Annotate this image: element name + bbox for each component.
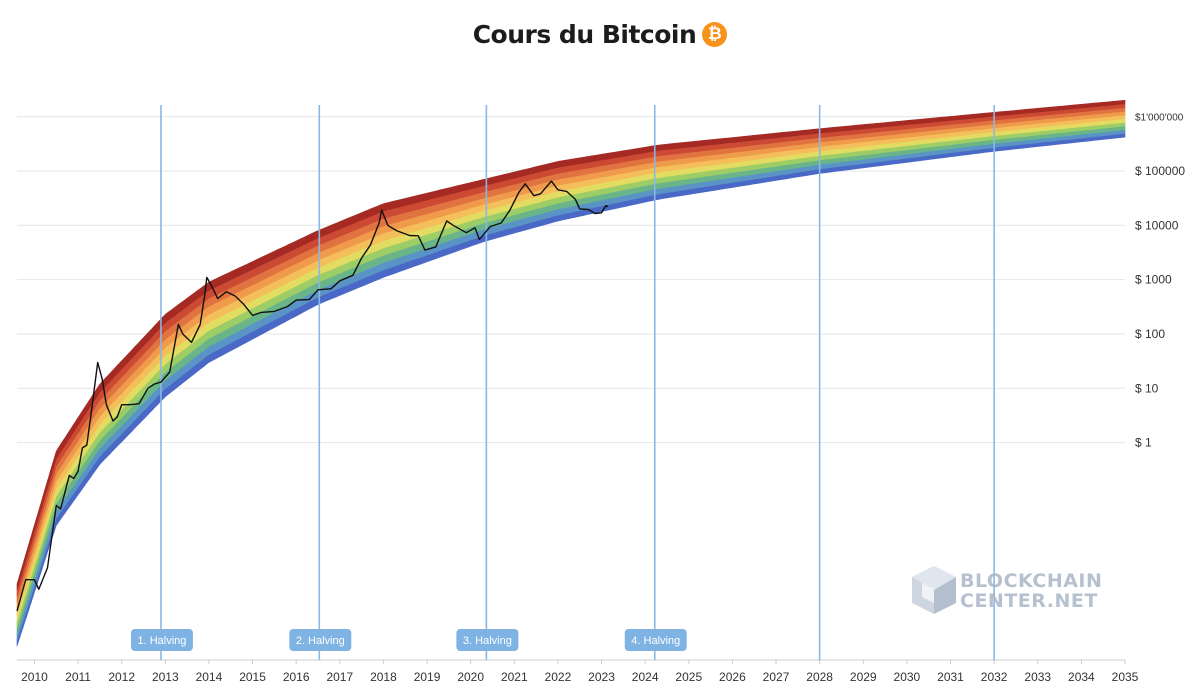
x-tick-label: 2013: [152, 670, 179, 684]
x-tick-label: 2010: [21, 670, 48, 684]
x-tick-label: 2018: [370, 670, 397, 684]
chart-title: Cours du Bitcoin: [472, 19, 697, 49]
y-tick-label: $ 100: [1135, 327, 1165, 341]
x-tick-label: 2011: [65, 670, 91, 684]
y-tick-label: $ 100000: [1135, 164, 1185, 178]
x-tick-label: 2022: [545, 670, 572, 684]
halving-badge: [456, 629, 519, 651]
chart-title-row: Cours du Bitcoin ₿: [0, 14, 1200, 54]
x-tick-label: 2031: [937, 670, 964, 684]
cube-logo-icon: [912, 566, 956, 614]
halving-label: 3. Halving: [463, 635, 512, 647]
halving-label: 1. Halving: [137, 635, 186, 647]
y-tick-label: $1'000'000: [1135, 113, 1184, 124]
x-tick-label: 2035: [1112, 670, 1139, 684]
x-tick-label: 2033: [1024, 670, 1051, 684]
grid-layer: [17, 116, 1125, 661]
y-tick-label: $ 10000: [1135, 218, 1179, 232]
watermark-line1: BLOCKCHAIN: [960, 570, 1102, 592]
rainbow-band: [16, 99, 1126, 591]
bitcoin-icon: ₿: [702, 21, 728, 47]
x-tick-label: 2015: [239, 670, 266, 684]
x-tick-label: 2014: [196, 670, 223, 684]
x-tick-label: 2019: [414, 670, 441, 684]
x-tick-label: 2028: [806, 670, 833, 684]
x-tick-label: 2026: [719, 670, 746, 684]
x-tick-label: 2030: [894, 670, 921, 684]
x-axis: 2010 2011 2012 2013 2014 2015 2016 2017 2018 2019…: [21, 660, 1139, 684]
x-tick-label: 2012: [108, 670, 135, 684]
halving-badge: [624, 629, 687, 651]
x-tick-label: 2027: [763, 670, 790, 684]
rainbow-bands: [16, 99, 1126, 647]
y-tick-label: $ 1000: [1135, 273, 1172, 287]
x-tick-label: 2016: [283, 670, 310, 684]
price-series: [16, 180, 609, 612]
y-tick-label: $ 1: [1135, 436, 1152, 450]
y-tick-label: $ 10: [1135, 381, 1159, 395]
blockchaincenter-watermark: BLOCKCHAIN CENTER.NET: [912, 566, 1102, 614]
x-tick-label: 2025: [675, 670, 702, 684]
halving-badge: [289, 629, 352, 651]
x-tick-label: 2023: [588, 670, 615, 684]
x-tick-label: 2024: [632, 670, 659, 684]
halving-badge: [130, 629, 193, 651]
watermark-line2: CENTER.NET: [960, 590, 1098, 612]
y-axis: $1'000'000 $ 100000 $ 10000 $ 1000 $ 100 $ 10…: [1135, 113, 1185, 450]
x-tick-label: 2032: [981, 670, 1008, 684]
halving-label: 2. Halving: [296, 635, 345, 647]
x-tick-label: 2021: [501, 670, 528, 684]
x-tick-label: 2017: [326, 670, 353, 684]
btc-price-line: [16, 180, 609, 612]
x-tick-label: 2020: [457, 670, 484, 684]
halving-label: 4. Halving: [631, 635, 680, 647]
x-tick-label: 2034: [1068, 670, 1095, 684]
x-tick-label: 2029: [850, 670, 877, 684]
